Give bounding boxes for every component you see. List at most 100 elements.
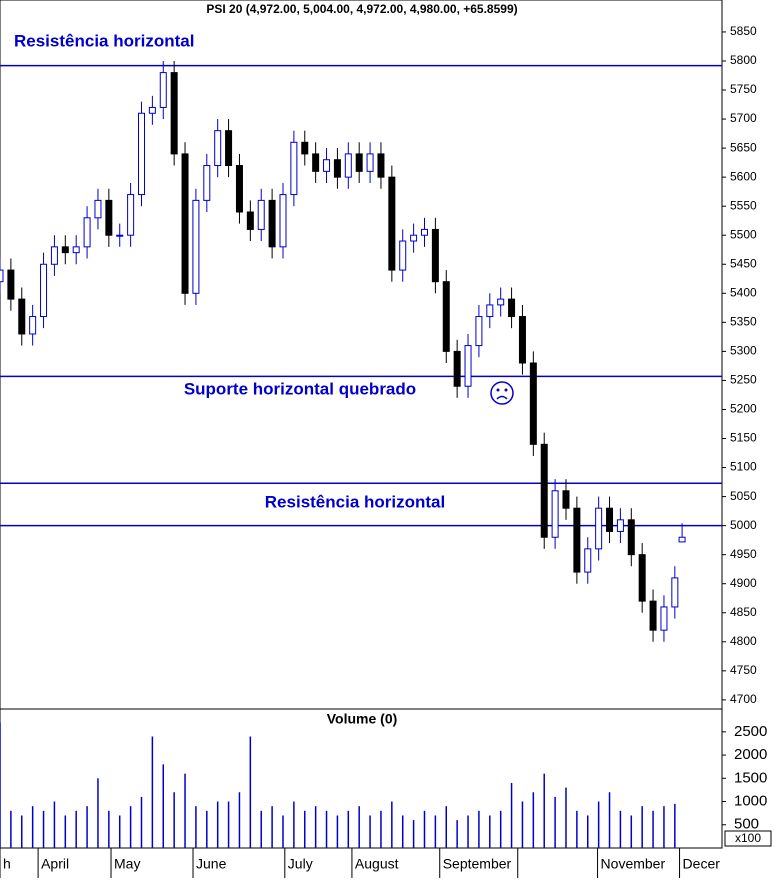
y-tick-label: 5000: [730, 518, 757, 532]
y-tick-label: 4900: [730, 576, 757, 590]
y-tick-label: 5200: [730, 402, 757, 416]
y-tick-label: 4950: [730, 547, 757, 561]
candle-body: [83, 217, 91, 248]
x-tick-label: September: [443, 856, 512, 872]
candle-body: [660, 606, 668, 631]
x-tick-label: May: [114, 856, 140, 872]
sad-face: [490, 381, 514, 405]
chart-title: PSI 20 (4,972.00, 5,004.00, 4,972.00, 4,…: [206, 2, 517, 16]
candle-body: [344, 153, 352, 178]
candle-body: [388, 176, 396, 271]
unit-box: [724, 830, 772, 847]
candle-body: [562, 490, 570, 509]
volume-title: Volume (0): [327, 711, 398, 727]
candle-body: [366, 153, 374, 172]
candle-body: [290, 141, 298, 196]
candle-body: [323, 159, 331, 172]
candle-body: [584, 548, 592, 573]
volume-unit: x100: [735, 831, 761, 845]
y-tick-label: 5650: [730, 140, 757, 154]
y-tick-label: 5700: [730, 111, 757, 125]
candle-body: [94, 199, 102, 219]
candle-body: [225, 130, 233, 167]
y-tick-label: 5350: [730, 315, 757, 329]
x-tick-label: August: [355, 856, 399, 872]
candle-body: [431, 228, 439, 283]
candle-body: [0, 269, 4, 283]
candle-body: [7, 269, 15, 300]
candle-body: [257, 199, 265, 230]
candle-body: [214, 130, 222, 167]
candle-body: [464, 345, 472, 387]
candle-body: [671, 577, 679, 608]
candle-body: [518, 316, 526, 364]
annotation: Resistência horizontal: [14, 31, 194, 50]
candle-body: [486, 304, 494, 318]
candle-body: [649, 600, 657, 631]
y-tick-label: 4800: [730, 634, 757, 648]
x-tick-label: November: [601, 856, 666, 872]
candle-body: [50, 246, 58, 265]
y-tick-label: 5400: [730, 285, 757, 299]
candle-body: [497, 298, 505, 306]
y-tick-label: 5500: [730, 227, 757, 241]
candle-body: [312, 153, 320, 172]
candle-body: [137, 112, 145, 196]
candle-body: [116, 234, 124, 237]
x-tick-label: April: [41, 856, 69, 872]
candle-body: [355, 153, 363, 172]
candle-body: [29, 316, 37, 335]
candle-body: [638, 554, 646, 602]
candle-body: [551, 490, 559, 538]
y-tick-label: 5800: [730, 53, 757, 67]
y-tick-label: 4850: [730, 605, 757, 619]
candle-body: [279, 194, 287, 248]
candle-body: [410, 234, 418, 242]
candle-body: [453, 350, 461, 387]
candle-body: [18, 298, 26, 335]
candle-body: [192, 199, 200, 294]
y-tick-label: 4700: [730, 692, 757, 706]
candle-body: [235, 165, 243, 213]
annotation: Resistência horizontal: [265, 492, 445, 511]
y-tick-label: 5550: [730, 198, 757, 212]
y-tick-label: 4750: [730, 663, 757, 677]
x-tick-label: h: [3, 856, 11, 872]
candle-body: [268, 199, 276, 248]
candle-body: [529, 362, 537, 445]
y-tick-label: 5850: [730, 24, 757, 38]
candle-body: [105, 199, 113, 236]
candle-body: [333, 159, 341, 178]
candle-body: [301, 141, 309, 155]
candle-body: [606, 507, 614, 532]
y-tick-label: 5600: [730, 169, 757, 183]
candle-body: [627, 519, 635, 556]
candle-body: [246, 211, 254, 230]
x-tick-label: June: [196, 856, 227, 872]
y2-tick-label: 1500: [734, 769, 767, 786]
candle-body: [595, 507, 603, 550]
candle-body: [203, 165, 211, 201]
candle-body: [678, 536, 686, 543]
candle-body: [508, 298, 516, 318]
y-tick-label: 5050: [730, 489, 757, 503]
x-tick-label: Decer: [683, 856, 721, 872]
candle-body: [475, 316, 483, 347]
y2-tick-label: 2500: [734, 723, 767, 740]
candle-body: [148, 106, 156, 114]
candle-body: [61, 246, 69, 254]
candle-body: [72, 246, 80, 254]
y-tick-label: 5100: [730, 460, 757, 474]
candle-body: [420, 228, 428, 236]
y2-tick-label: 2000: [734, 746, 767, 763]
candle-body: [181, 153, 189, 294]
y-tick-label: 5250: [730, 373, 757, 387]
candle-body: [540, 443, 548, 538]
y-tick-label: 5450: [730, 256, 757, 270]
candle-body: [573, 507, 581, 573]
candle-body: [170, 72, 178, 155]
candle-body: [40, 263, 48, 318]
candle-body: [442, 281, 450, 352]
y2-tick-label: 1000: [734, 793, 767, 810]
